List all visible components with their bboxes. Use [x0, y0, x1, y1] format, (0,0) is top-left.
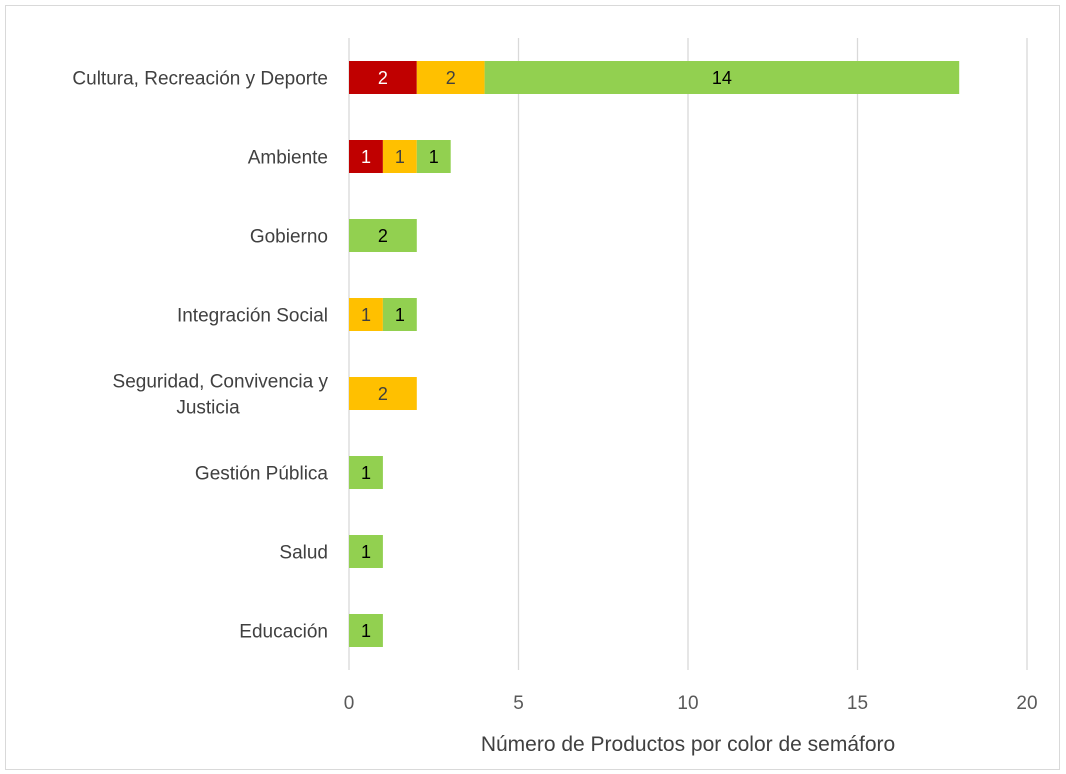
data-label: 14: [712, 68, 732, 88]
bar-segment: [382, 140, 417, 173]
bar-segment: [349, 298, 383, 331]
x-tick-label: 20: [1016, 693, 1037, 714]
category-label: Seguridad, Convivencia y: [113, 372, 329, 393]
bar-segment: [349, 219, 417, 252]
chart-frame: [5, 5, 1060, 770]
gridlines: [348, 38, 1028, 670]
category-label: Integración Social: [177, 306, 328, 327]
data-label: 1: [395, 147, 405, 167]
data-label: 2: [378, 68, 388, 88]
category-label: Gobierno: [250, 227, 328, 248]
category-label: Salud: [279, 543, 328, 564]
category-label: Gestión Pública: [195, 464, 329, 485]
x-tick-labels: 0 5 10 15 20: [344, 693, 1038, 714]
x-tick-label: 0: [344, 693, 355, 714]
category-label: Ambiente: [248, 148, 328, 169]
x-tick-label: 15: [847, 693, 868, 714]
category-label: Cultura, Recreación y Deporte: [72, 69, 328, 90]
data-label: 2: [378, 384, 388, 404]
data-labels: 2 2 14 1 1 1 2 1 1 2 1 1 1: [361, 68, 732, 641]
data-label: 1: [361, 463, 371, 483]
data-label: 1: [361, 621, 371, 641]
bar-segment: [382, 298, 417, 331]
bar-segment: [416, 61, 485, 94]
category-labels: Cultura, Recreación y Deporte Ambiente Gob…: [72, 69, 328, 643]
bar-segment: [349, 377, 417, 410]
data-label: 1: [361, 305, 371, 325]
x-tick-label: 5: [513, 693, 524, 714]
data-label: 1: [395, 305, 405, 325]
bar-segment: [349, 140, 383, 173]
data-label: 2: [446, 68, 456, 88]
data-label: 1: [361, 542, 371, 562]
category-label: Justicia: [176, 398, 240, 419]
x-axis-title: Número de Productos por color de semáfor…: [481, 733, 895, 756]
bar-segment: [349, 456, 383, 489]
bar-segment: [484, 61, 960, 94]
category-label: Educación: [239, 622, 328, 643]
bar-segment: [349, 614, 383, 647]
x-tick-label: 10: [677, 693, 698, 714]
bar-segment: [416, 140, 451, 173]
data-label: 1: [429, 147, 439, 167]
bar-segment: [349, 61, 417, 94]
bars: [349, 61, 960, 647]
data-label: 2: [378, 226, 388, 246]
bar-segment: [349, 535, 383, 568]
data-label: 1: [361, 147, 371, 167]
